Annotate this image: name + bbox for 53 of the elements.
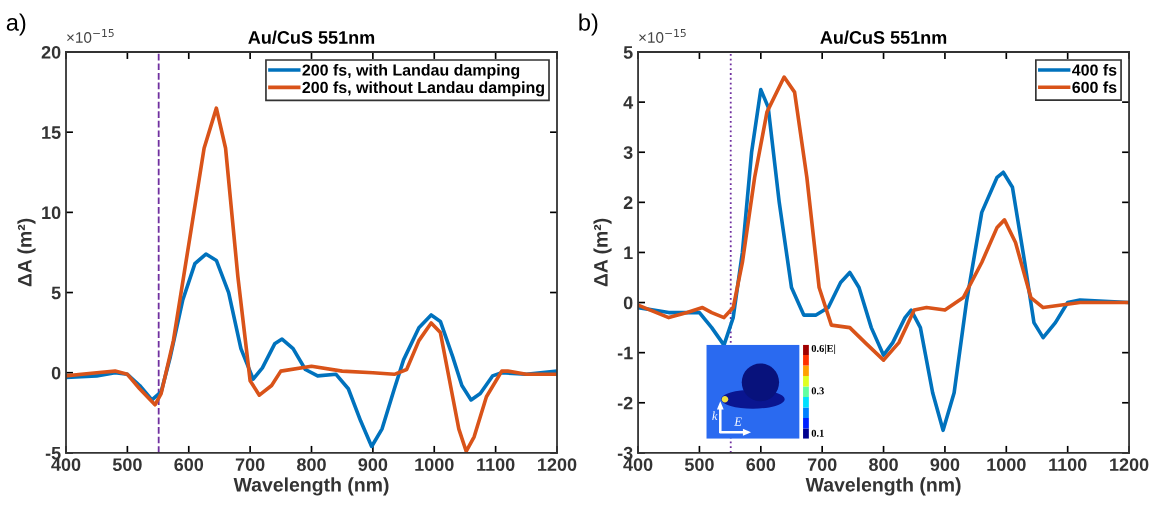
x-tick-label: 800 [869, 458, 898, 471]
y-tick-label: 5 [623, 46, 633, 59]
y-tick-label: -3 [617, 446, 633, 460]
x-tick-label: 700 [807, 458, 837, 471]
text: ×10$^{−15}$ [67, 29, 114, 43]
x-tick-label: 600 [746, 458, 776, 471]
text: b) [579, 13, 598, 36]
legend-label: 200 fs, without Landau damping [302, 81, 544, 97]
x-tick-label: 1200 [538, 458, 577, 471]
chart-title: Au/CuS 551nm [820, 30, 947, 45]
y-tick-label: 10 [42, 206, 61, 220]
annotation: E [734, 417, 742, 426]
x-axis-title: Wavelength (nm) [233, 477, 389, 496]
x-tick-label: 400 [51, 458, 81, 471]
x-tick-label: 600 [174, 458, 204, 471]
y-tick-label: 20 [41, 45, 61, 59]
y-tick-label: 5 [51, 286, 61, 300]
y-tick-label: 0 [623, 296, 633, 310]
x-tick-label: 900 [358, 458, 388, 471]
x-axis-title: Wavelength (nm) [805, 477, 961, 496]
legend-label: 200 fs, with Landau damping [302, 64, 520, 79]
y-tick-label: 15 [42, 126, 61, 139]
y-tick-label: 1 [624, 246, 633, 259]
x-tick-label: 800 [297, 458, 326, 471]
x-tick-label: 500 [684, 458, 714, 471]
legend-label: 600 fs [1072, 81, 1117, 94]
text: a) [6, 13, 26, 36]
chart-title: Au/CuS 551nm [248, 30, 375, 45]
y-axis-title: ΔA (m²) [593, 218, 612, 287]
y-axis-title: ΔA (m²) [17, 218, 36, 287]
line-series [638, 75, 1130, 362]
y-tick-label: -5 [45, 447, 61, 460]
x-tick-label: 500 [112, 458, 142, 471]
x-tick-label: 900 [930, 458, 960, 471]
x-tick-label: 1000 [987, 458, 1026, 471]
annotation: 0.1 [811, 429, 824, 437]
x-tick-label: 1000 [415, 458, 454, 471]
x-tick-label: 1100 [477, 458, 515, 471]
y-tick-label: 4 [623, 96, 634, 109]
legend-label: 400 fs [1072, 64, 1117, 76]
x-tick-label: 1100 [1049, 458, 1087, 471]
annotation: 0.3 [811, 387, 824, 395]
x-tick-label: 700 [235, 458, 265, 471]
y-tick-label: -2 [617, 396, 633, 410]
y-tick-label: 0 [51, 366, 61, 380]
text: ×10$^{−15}$ [639, 29, 686, 43]
annotation: k [712, 411, 718, 421]
y-tick-label: 3 [623, 146, 633, 159]
y-tick-label: -1 [617, 346, 633, 360]
x-tick-label: 400 [623, 458, 653, 471]
y-tick-label: 2 [623, 196, 633, 209]
annotation: 0.6|E| [811, 344, 836, 355]
x-tick-label: 1200 [1110, 458, 1149, 471]
